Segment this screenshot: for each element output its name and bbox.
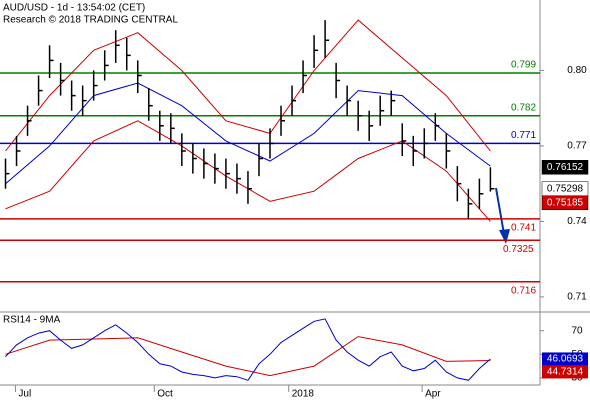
chart-subtitle: Research © 2018 TRADING CENTRAL	[3, 15, 178, 26]
level-label: 0.799	[511, 60, 536, 71]
y-tick-label: 0.74	[567, 216, 587, 227]
upper-band	[5, 19, 491, 152]
rsi-title: RSI14 - 9MA	[3, 315, 61, 326]
level-label: 0.771	[511, 130, 536, 141]
level-label: 0.7325	[503, 244, 534, 255]
rsi-label: 46.0693	[547, 354, 584, 365]
level-label: 0.782	[511, 102, 536, 113]
price-label: 0.76152	[547, 162, 584, 173]
moving-average	[5, 82, 491, 185]
rsi-line	[5, 318, 491, 381]
rsi-label: 44.7314	[547, 367, 584, 378]
level-label: 0.741	[511, 223, 536, 234]
price-label-box	[541, 160, 589, 175]
y-tick-label: 0.77	[567, 141, 587, 152]
rsi-label-box	[542, 365, 588, 379]
price-label-box	[541, 195, 589, 211]
y-tick-label: 70	[571, 325, 583, 336]
x-tick-label: Apr	[425, 389, 441, 400]
rsi-label-box	[542, 352, 588, 366]
price-label: 0.75298	[547, 183, 584, 194]
y-tick-label: 0.71	[567, 292, 587, 303]
forecast-arrow	[495, 187, 510, 244]
rsi-ma	[5, 336, 491, 377]
price-label: 0.75185	[547, 197, 584, 208]
x-tick-label: 2018	[292, 389, 315, 400]
level-label: 0.716	[511, 285, 536, 296]
x-tick-label: Oct	[157, 389, 173, 400]
chart-title: AUD/USD - 1d - 13:54:02 (CET)	[3, 3, 145, 14]
y-tick-label: 0.80	[567, 65, 587, 76]
x-tick-label: Jul	[18, 389, 31, 400]
